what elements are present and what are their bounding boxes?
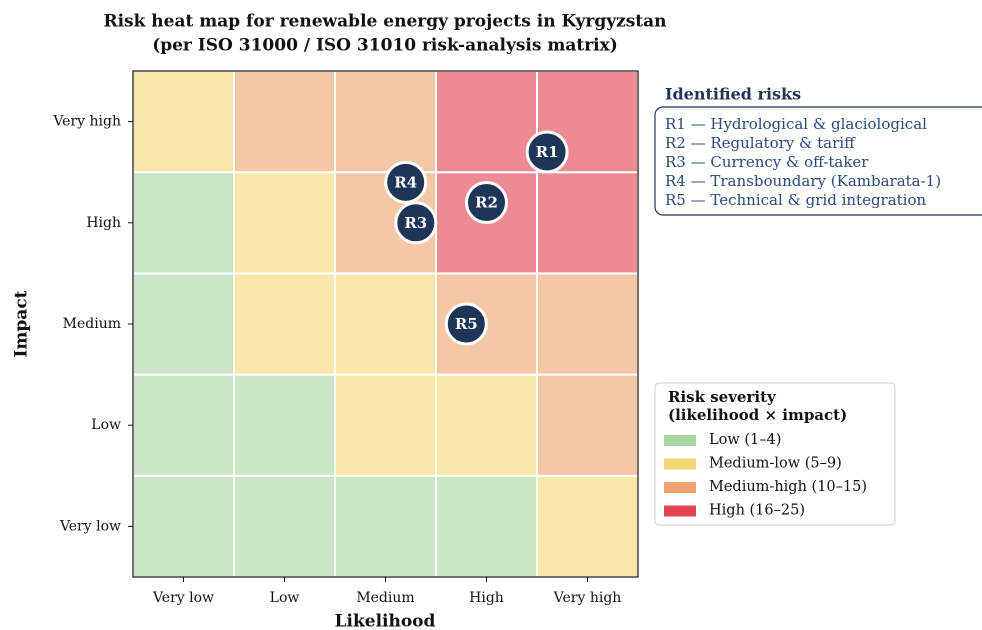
chart-title: Risk heat map for renewable energy proje… — [103, 12, 666, 32]
heat-cell — [233, 171, 336, 275]
heat-cell — [435, 70, 538, 174]
severity-legend-title: Risk severity — [668, 388, 777, 406]
legend-swatch — [664, 505, 696, 517]
heat-cell — [334, 474, 437, 578]
heat-cell — [435, 373, 538, 477]
severity-legend-title: (likelihood × impact) — [668, 406, 847, 424]
risk-legend-entry: R2 — Regulatory & tariff — [665, 134, 856, 152]
heat-cell — [334, 70, 437, 174]
severity-legend-box — [654, 382, 896, 526]
risks-title: Identified risks — [665, 85, 801, 104]
risk-marker-label: R1 — [536, 143, 559, 161]
y-tick-label: Very low — [59, 518, 121, 534]
heat-cell — [536, 373, 639, 477]
y-axis-label: Impact — [12, 290, 32, 357]
heat-cell — [132, 373, 235, 477]
legend-label: High (16–25) — [709, 503, 805, 519]
y-tick-label: Low — [91, 417, 121, 433]
risk-marker-label: R2 — [475, 194, 498, 212]
risk-marker — [384, 160, 428, 204]
risk-marker — [465, 181, 508, 225]
legend-swatch — [664, 482, 696, 493]
risk-marker — [525, 130, 569, 174]
heat-cell — [334, 373, 437, 477]
heat-cell — [233, 70, 336, 174]
x-axis-label: Likelihood — [335, 612, 436, 630]
heat-cell — [132, 70, 235, 174]
legend-label: Medium-low (5–9) — [709, 456, 842, 472]
y-tick-label: Very high — [52, 114, 121, 130]
risks-box — [654, 106, 982, 216]
heat-cell — [435, 474, 538, 578]
legend-swatch — [664, 435, 696, 446]
risk-marker — [444, 302, 488, 346]
risk-marker-label: R4 — [394, 173, 417, 191]
x-tick-label: Low — [270, 590, 300, 606]
heat-cell — [233, 474, 336, 578]
heat-cell — [233, 272, 336, 376]
chart-subtitle: (per ISO 31000 / ISO 31010 risk-analysis… — [152, 36, 618, 56]
y-tick-label: High — [86, 215, 121, 231]
risk-legend-entry: R1 — Hydrological & glaciological — [665, 115, 927, 133]
risk-marker-label: R5 — [455, 315, 478, 333]
heat-cell — [334, 272, 437, 376]
heat-cell — [536, 272, 639, 376]
y-tick-label: Medium — [63, 316, 121, 332]
heat-cell — [132, 272, 235, 376]
heat-cell — [233, 373, 336, 477]
risk-legend-entry: R5 — Technical & grid integration — [665, 191, 927, 209]
x-tick-label: High — [469, 590, 504, 606]
legend-label: Medium-high (10–15) — [709, 479, 867, 495]
risk-marker-label: R3 — [404, 214, 427, 232]
heat-cell — [536, 171, 639, 275]
x-tick-label: Medium — [356, 590, 414, 606]
x-tick-label: Very high — [553, 590, 622, 606]
heat-cell — [132, 171, 235, 275]
heat-cell — [536, 474, 639, 578]
risk-marker — [394, 201, 438, 245]
risk-legend-entry: R4 — Transboundary (Kambarata-1) — [665, 172, 941, 190]
legend-swatch — [664, 458, 696, 470]
risk-legend-entry: R3 — Currency & off-taker — [665, 153, 869, 171]
legend-label: Low (1–4) — [709, 432, 781, 448]
x-tick-label: Very low — [152, 590, 214, 606]
heat-cell — [132, 474, 235, 578]
